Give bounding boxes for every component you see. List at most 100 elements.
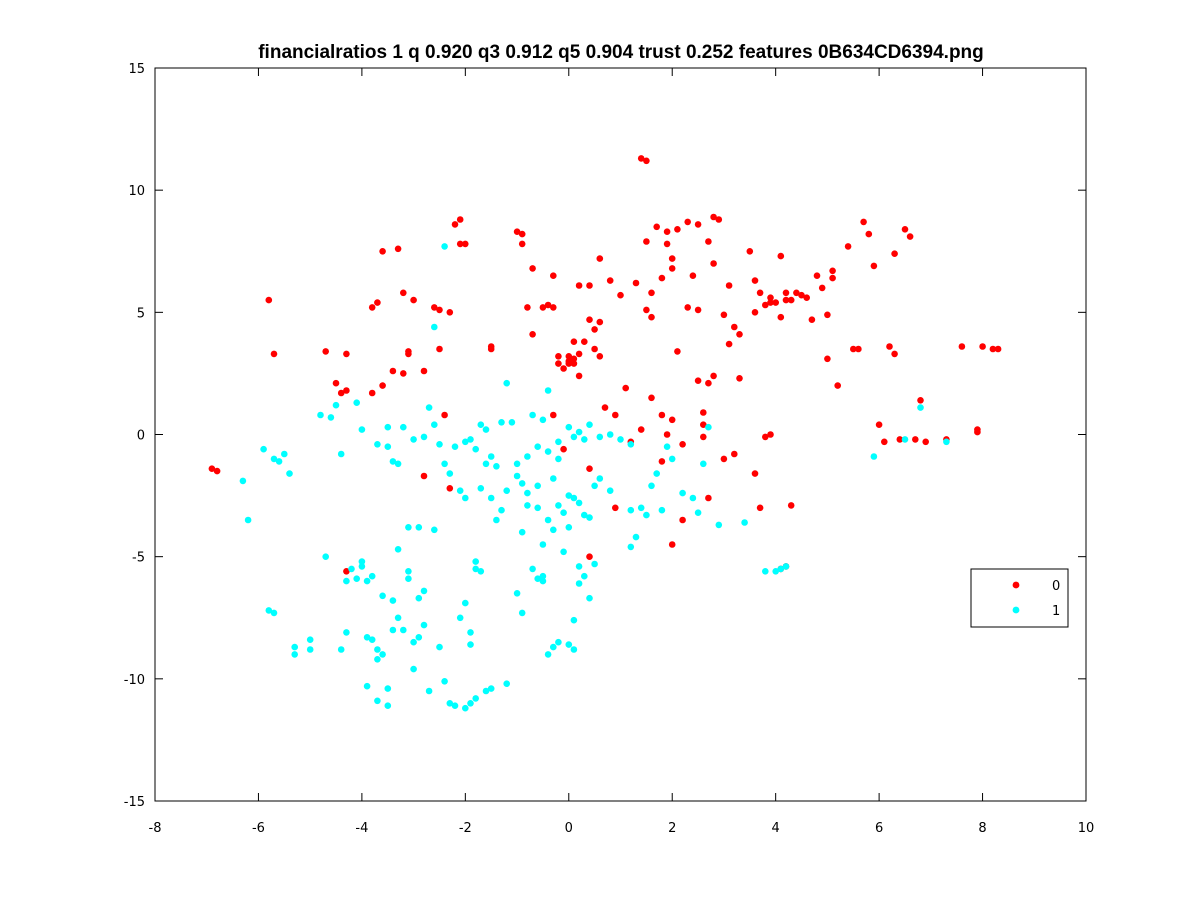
point-series-0-2 [265, 296, 273, 304]
point-series-1-52 [431, 323, 438, 331]
point-series-1-139 [467, 436, 474, 443]
point-series-0-176 [565, 357, 573, 365]
points-layer [208, 155, 1002, 712]
point-series-0-18 [400, 289, 407, 297]
point-series-0-25 [436, 306, 443, 314]
point-series-1-181 [870, 453, 878, 460]
point-series-1-72 [518, 609, 526, 617]
y-tick-label-6: 15 [128, 62, 145, 77]
point-series-1-84 [575, 580, 583, 587]
point-series-1-19 [343, 577, 350, 585]
point-series-1-154 [544, 387, 552, 394]
point-series-0-73 [617, 291, 624, 299]
point-series-0-113 [715, 216, 723, 223]
legend-label-0: 0 [1052, 579, 1060, 594]
point-series-1-163 [637, 504, 645, 512]
point-series-0-24 [431, 304, 438, 311]
point-series-0-92 [668, 265, 676, 272]
point-series-1-164 [643, 511, 650, 519]
point-series-1-156 [555, 455, 562, 463]
point-series-1-58 [456, 614, 464, 622]
point-series-1-54 [436, 643, 443, 651]
point-series-0-21 [405, 348, 412, 355]
x-tick-label-7: 6 [875, 821, 883, 836]
point-series-0-47 [555, 360, 562, 367]
point-series-1-15 [327, 414, 335, 421]
point-series-0-154 [865, 230, 873, 238]
point-series-0-137 [782, 296, 790, 304]
y-tick-label-2: -5 [132, 551, 145, 566]
x-tick-label-1: -6 [252, 821, 265, 836]
point-series-0-77 [637, 155, 645, 162]
point-series-0-15 [389, 367, 397, 375]
point-series-0-22 [420, 367, 428, 375]
point-series-0-14 [379, 382, 386, 389]
point-series-0-103 [694, 221, 702, 228]
point-series-0-108 [705, 238, 712, 245]
point-series-1-28 [363, 682, 371, 690]
point-series-0-56 [570, 338, 578, 346]
point-series-0-162 [901, 226, 909, 233]
point-series-1-151 [529, 411, 536, 419]
y-tick-label-5: 10 [128, 184, 145, 199]
point-series-1-147 [508, 419, 516, 426]
point-series-1-8 [270, 609, 278, 617]
x-tick-label-6: 4 [772, 821, 780, 836]
point-series-0-12 [368, 389, 376, 397]
point-series-1-96 [586, 514, 593, 521]
point-series-0-117 [725, 340, 733, 348]
point-series-1-60 [462, 599, 469, 607]
point-series-1-78 [550, 643, 557, 651]
point-series-1-70 [472, 565, 480, 573]
point-series-0-16 [394, 245, 402, 253]
point-series-1-45 [410, 665, 417, 673]
point-series-1-53 [431, 526, 438, 534]
point-series-1-10 [291, 651, 299, 658]
point-series-1-122 [384, 443, 392, 451]
point-series-0-166 [922, 438, 929, 446]
point-series-1-39 [389, 626, 397, 634]
point-series-0-155 [870, 262, 878, 270]
point-series-1-105 [524, 489, 531, 497]
point-series-0-7 [343, 350, 350, 358]
point-series-0-90 [663, 240, 671, 248]
x-tick-label-5: 2 [668, 821, 676, 836]
point-series-1-99 [606, 487, 614, 495]
point-series-0-28 [446, 309, 454, 316]
point-series-1-13 [317, 411, 324, 419]
point-series-0-150 [844, 243, 852, 250]
point-series-1-49 [420, 587, 428, 595]
point-series-0-13 [379, 248, 386, 255]
point-series-1-123 [384, 423, 392, 431]
point-series-1-149 [518, 528, 526, 536]
point-series-1-125 [394, 460, 402, 468]
point-series-1-104 [518, 480, 526, 487]
point-series-0-140 [793, 289, 800, 297]
point-series-1-90 [555, 502, 562, 509]
point-series-0-129 [762, 433, 769, 441]
point-series-1-165 [648, 482, 655, 490]
point-series-1-127 [405, 524, 412, 531]
point-series-1-46 [410, 638, 417, 646]
point-series-0-31 [456, 216, 464, 223]
point-series-0-50 [560, 445, 567, 453]
point-series-1-187 [477, 421, 485, 429]
point-series-1-124 [389, 458, 397, 465]
point-series-0-84 [653, 223, 660, 231]
point-series-1-20 [343, 629, 350, 636]
point-series-0-35 [487, 343, 495, 350]
point-series-0-76 [632, 279, 640, 287]
point-series-0-53 [570, 360, 578, 367]
point-series-0-115 [720, 455, 728, 463]
point-series-0-59 [581, 338, 588, 346]
chart-title: financialratios 1 q 0.920 q3 0.912 q5 0.… [258, 42, 984, 63]
point-series-0-118 [731, 323, 738, 331]
point-series-0-65 [586, 553, 593, 560]
point-series-0-107 [705, 379, 712, 387]
point-series-1-82 [570, 616, 578, 624]
point-series-1-50 [420, 621, 428, 629]
point-series-0-144 [813, 272, 821, 280]
point-series-1-175 [715, 521, 723, 529]
point-series-0-95 [674, 348, 681, 355]
legend-marker-1 [1012, 606, 1020, 614]
